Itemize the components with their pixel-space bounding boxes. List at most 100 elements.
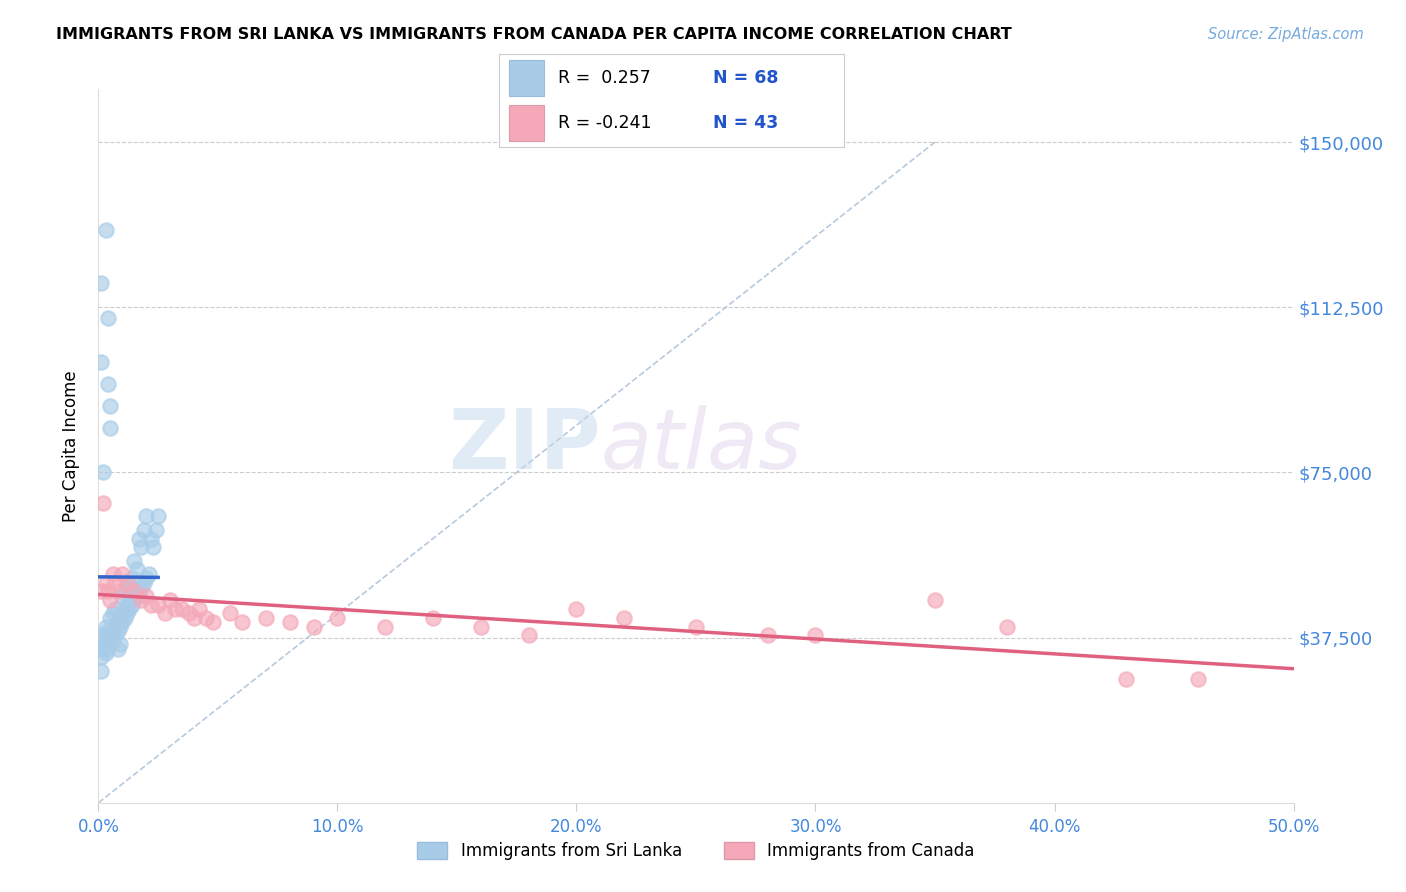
- Text: ZIP: ZIP: [449, 406, 600, 486]
- Point: [118, 575, 141, 590]
- Point: [302, 619, 325, 633]
- Point: [118, 593, 141, 607]
- Point: [111, 566, 134, 581]
- Point: [131, 593, 153, 607]
- Point: [107, 584, 129, 599]
- Point: [104, 619, 127, 633]
- Point: [995, 619, 1018, 633]
- Point: [108, 637, 131, 651]
- Point: [254, 611, 277, 625]
- Point: [135, 571, 157, 585]
- Point: [1115, 673, 1137, 687]
- Point: [155, 607, 177, 621]
- Point: [685, 619, 707, 633]
- Point: [91, 637, 114, 651]
- Point: [114, 584, 136, 599]
- Point: [90, 355, 112, 369]
- Point: [613, 611, 636, 625]
- Point: [231, 615, 253, 630]
- Point: [114, 611, 136, 625]
- Point: [90, 584, 112, 599]
- Point: [104, 602, 127, 616]
- FancyBboxPatch shape: [509, 60, 544, 95]
- Point: [124, 593, 146, 607]
- Text: Source: ZipAtlas.com: Source: ZipAtlas.com: [1208, 27, 1364, 42]
- Text: R = -0.241: R = -0.241: [558, 114, 651, 132]
- Point: [94, 637, 117, 651]
- Point: [142, 541, 165, 555]
- Point: [132, 523, 155, 537]
- Point: [565, 602, 588, 616]
- Point: [124, 584, 146, 599]
- Point: [90, 664, 112, 678]
- Point: [121, 598, 143, 612]
- Point: [124, 553, 146, 567]
- Point: [374, 619, 396, 633]
- Point: [98, 593, 122, 607]
- Point: [94, 575, 117, 590]
- Point: [94, 223, 117, 237]
- Text: N = 43: N = 43: [713, 114, 778, 132]
- Point: [91, 466, 114, 480]
- Point: [470, 619, 492, 633]
- Point: [924, 593, 946, 607]
- FancyBboxPatch shape: [509, 105, 544, 141]
- Point: [94, 619, 117, 633]
- Point: [172, 602, 194, 616]
- Point: [94, 646, 117, 660]
- Point: [101, 566, 124, 581]
- Point: [135, 509, 157, 524]
- Point: [107, 615, 129, 630]
- Legend: Immigrants from Sri Lanka, Immigrants from Canada: Immigrants from Sri Lanka, Immigrants fr…: [411, 836, 981, 867]
- Point: [187, 602, 209, 616]
- Point: [97, 311, 120, 326]
- Point: [1187, 673, 1209, 687]
- Point: [98, 611, 122, 625]
- Point: [90, 641, 112, 656]
- Point: [125, 562, 148, 576]
- Point: [101, 607, 124, 621]
- Text: IMMIGRANTS FROM SRI LANKA VS IMMIGRANTS FROM CANADA PER CAPITA INCOME CORRELATIO: IMMIGRANTS FROM SRI LANKA VS IMMIGRANTS …: [56, 27, 1012, 42]
- Point: [104, 575, 127, 590]
- Point: [115, 580, 138, 594]
- Point: [111, 615, 134, 630]
- Point: [97, 632, 120, 647]
- Text: N = 68: N = 68: [713, 69, 778, 87]
- Point: [132, 575, 155, 590]
- Point: [278, 615, 301, 630]
- Text: atlas: atlas: [600, 406, 801, 486]
- Point: [98, 628, 122, 642]
- Point: [97, 641, 120, 656]
- Point: [139, 532, 162, 546]
- Point: [219, 607, 242, 621]
- Point: [90, 650, 112, 665]
- Point: [111, 589, 134, 603]
- Point: [101, 624, 124, 638]
- Point: [98, 421, 122, 435]
- Point: [91, 496, 114, 510]
- Point: [97, 624, 120, 638]
- Point: [107, 641, 129, 656]
- Point: [97, 584, 120, 599]
- Point: [108, 611, 131, 625]
- Point: [121, 589, 143, 603]
- Point: [128, 532, 150, 546]
- Point: [101, 632, 124, 647]
- Point: [195, 611, 218, 625]
- Point: [326, 611, 349, 625]
- Point: [517, 628, 540, 642]
- Point: [159, 593, 181, 607]
- Point: [131, 580, 153, 594]
- Point: [179, 607, 201, 621]
- Point: [91, 628, 114, 642]
- Point: [202, 615, 225, 630]
- Point: [115, 607, 138, 621]
- Point: [97, 377, 120, 392]
- Point: [98, 400, 122, 414]
- Point: [107, 624, 129, 638]
- Text: R =  0.257: R = 0.257: [558, 69, 651, 87]
- Point: [94, 628, 117, 642]
- Point: [104, 628, 127, 642]
- Point: [148, 509, 170, 524]
- Point: [163, 602, 186, 616]
